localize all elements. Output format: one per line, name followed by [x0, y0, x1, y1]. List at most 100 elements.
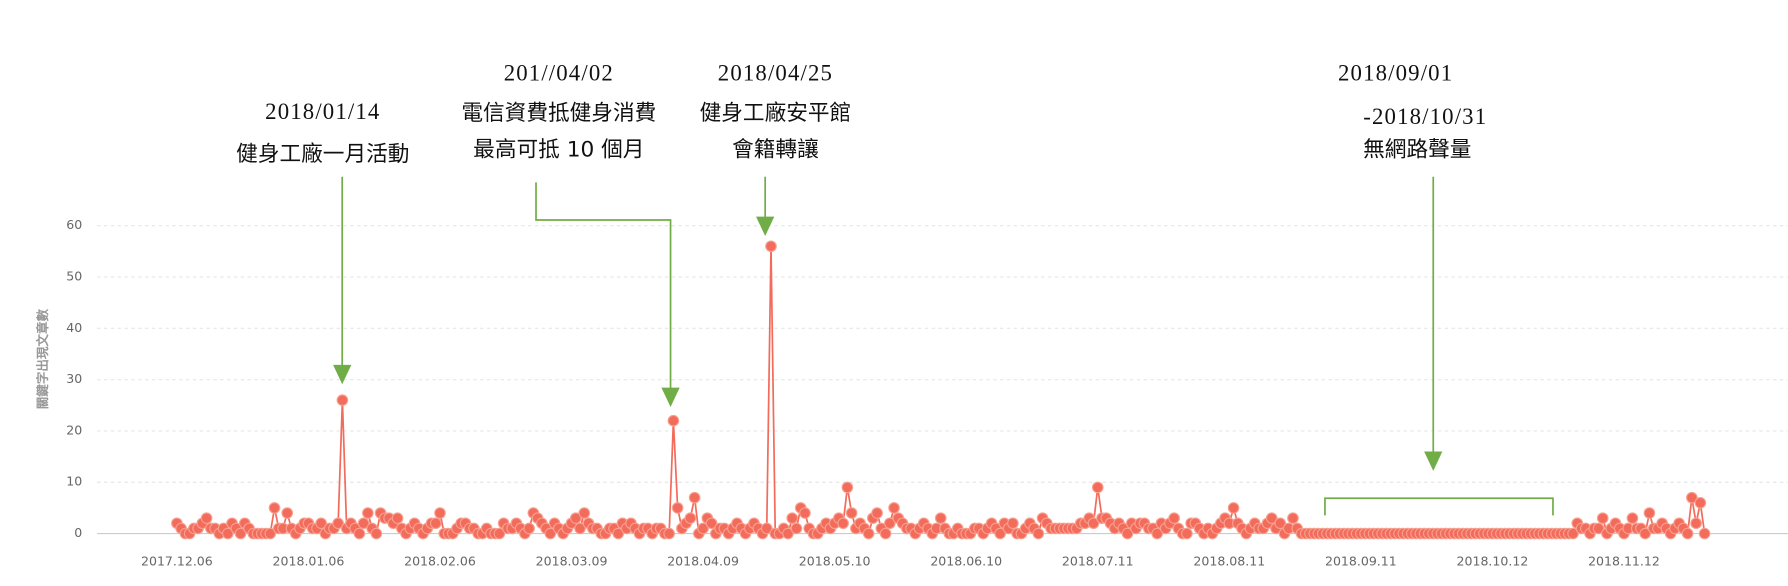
point	[1227, 502, 1240, 514]
x-tick-label: 2018.02.06	[404, 554, 476, 569]
y-tick-label: 10	[66, 474, 82, 489]
grid	[97, 225, 1788, 535]
annotation: 2018/01/14	[265, 99, 380, 124]
point	[1151, 527, 1163, 540]
point	[1265, 512, 1278, 524]
point	[871, 507, 883, 519]
y-tick-label: 60	[66, 217, 82, 232]
point	[315, 517, 327, 530]
x-tick-label: 2018.09.11	[1325, 554, 1397, 569]
point	[336, 394, 349, 406]
point	[391, 512, 404, 524]
x-tick-label: 2018.05.10	[799, 554, 871, 569]
arrowhead	[661, 387, 680, 408]
point	[663, 527, 675, 540]
annotation: 2018/09/01	[1338, 60, 1453, 85]
annotation-connectors	[341, 176, 1554, 516]
point	[574, 522, 586, 535]
point	[1181, 527, 1193, 540]
point	[765, 240, 777, 253]
point	[782, 527, 794, 540]
y-tick-label: 0	[74, 525, 82, 540]
point	[1091, 481, 1104, 494]
point	[1694, 496, 1707, 509]
point	[200, 512, 213, 524]
y-tick-label: 40	[66, 320, 82, 335]
y-tick-label: 50	[66, 269, 82, 284]
point	[362, 507, 374, 519]
point	[799, 507, 811, 519]
point	[705, 517, 718, 530]
point	[786, 512, 799, 524]
point	[934, 512, 947, 524]
x-tick-label: 2018.04.09	[667, 554, 739, 569]
point	[353, 527, 366, 540]
point	[1626, 512, 1639, 524]
point	[429, 517, 442, 530]
y-axis-label: 關鍵字出現文章數	[35, 309, 50, 410]
x-tick-label: 2018.11.12	[1588, 554, 1660, 569]
point	[1639, 527, 1651, 540]
point	[523, 522, 535, 535]
annotation: 電信資費抵健身消費	[461, 101, 656, 126]
point	[841, 481, 854, 494]
annotation: 2018/04/25	[718, 60, 833, 85]
point	[1686, 491, 1698, 504]
point	[332, 517, 344, 530]
point	[1121, 527, 1134, 540]
point	[994, 527, 1006, 540]
point	[845, 507, 858, 519]
arrowhead	[1424, 451, 1443, 471]
point	[222, 527, 234, 540]
point	[264, 527, 277, 540]
annotation: 會籍轉讓	[732, 137, 819, 162]
x-tick-label: 2018.06.10	[930, 554, 1002, 569]
point	[268, 502, 281, 514]
point	[1643, 507, 1656, 519]
x-tick-label: 2018.08.11	[1193, 554, 1265, 569]
annotation: 健身工廠一月活動	[236, 142, 409, 167]
point	[1168, 512, 1180, 524]
point	[578, 507, 591, 519]
point	[837, 517, 849, 530]
point	[1690, 517, 1702, 530]
point	[862, 527, 875, 540]
point	[493, 527, 506, 540]
point	[879, 527, 892, 540]
point	[671, 502, 684, 514]
x-tick-label: 2018.07.11	[1062, 554, 1134, 569]
annotation: 健身工廠安平館	[700, 101, 852, 126]
annotation: 201//04/02	[504, 60, 614, 85]
point	[357, 517, 370, 530]
annotation: 無網路聲量	[1363, 137, 1471, 162]
point	[790, 522, 803, 535]
x-tick-label: 2017.12.06	[141, 554, 213, 569]
y-tick-label: 20	[66, 422, 82, 437]
point	[667, 414, 680, 427]
point	[1274, 517, 1287, 530]
x-tick-label: 2018.01.06	[273, 554, 345, 569]
point	[1592, 522, 1605, 535]
point	[760, 522, 773, 535]
point	[1567, 527, 1579, 540]
point	[370, 527, 383, 540]
point	[434, 507, 446, 519]
point	[1287, 512, 1299, 524]
arrowhead	[333, 364, 352, 385]
point	[234, 527, 247, 540]
point	[612, 527, 625, 540]
annotation: 最高可抵 10 個月	[473, 137, 644, 162]
x-tick-label: 2018.03.09	[536, 554, 608, 569]
point	[1032, 527, 1045, 540]
point	[884, 517, 896, 530]
x-tick-label: 2018.10.12	[1457, 554, 1529, 569]
point	[1007, 517, 1019, 530]
point	[1087, 517, 1100, 530]
point	[1596, 512, 1609, 524]
point	[697, 522, 709, 535]
point	[544, 527, 557, 540]
point	[688, 491, 701, 504]
point	[1698, 527, 1711, 540]
y-tick-label: 30	[66, 371, 82, 386]
arrowheads	[333, 216, 1443, 471]
